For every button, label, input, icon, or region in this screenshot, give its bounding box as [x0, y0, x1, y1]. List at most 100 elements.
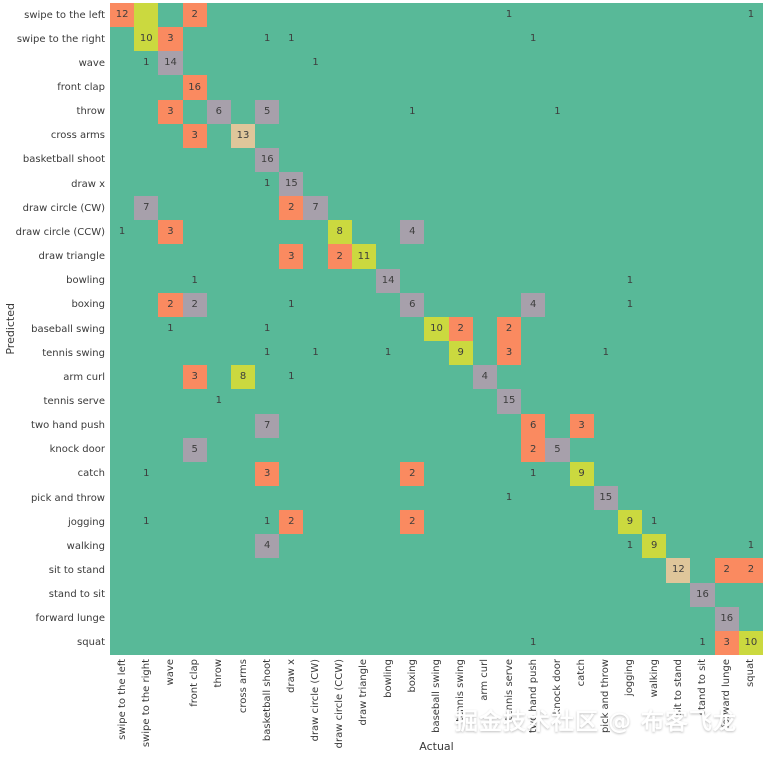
x-tick-label-text: draw circle (CW) [310, 659, 322, 742]
matrix-cell: 2 [738, 558, 763, 583]
matrix-cell: 15 [593, 485, 618, 511]
x-tick-label-text: draw x [285, 659, 297, 693]
y-tick-label: forward lunge [35, 613, 105, 625]
y-tick-label: basketball shoot [22, 154, 105, 166]
y-tick-label: boxing [71, 299, 105, 311]
matrix-cell: 10 [134, 27, 159, 52]
x-tick-label-text: front clap [189, 659, 201, 707]
matrix-cell: 1 [264, 347, 271, 359]
matrix-cell: 3 [496, 341, 522, 366]
matrix-cell: 1 [747, 9, 755, 21]
matrix-cell: 5 [255, 99, 280, 124]
matrix-cell: 1 [264, 516, 271, 528]
heatmap: 12 2 1 1 10 3 1 1 1 1 14 1 16 3 6 5 1 1 3 13 16 1 15 7 2 7 1 3 8 4 3 2 1… [110, 3, 763, 655]
matrix-cell: 6 [400, 292, 425, 317]
matrix-cell: 16 [714, 606, 739, 631]
matrix-cell: 1 [626, 298, 634, 310]
matrix-cell: 10 [738, 630, 763, 655]
matrix-cell: 2 [714, 558, 739, 583]
y-axis-title-text: Predicted [3, 303, 17, 355]
matrix-cell: 9 [448, 341, 473, 366]
y-tick-label: tennis swing [42, 347, 105, 359]
y-tick-label: arm curl [63, 371, 105, 383]
y-tick-label: draw circle (CCW) [15, 226, 105, 238]
matrix-cell: 7 [303, 196, 328, 221]
matrix-cell: 4 [255, 534, 280, 559]
x-tick-label-text: jogging [624, 659, 636, 697]
matrix-cell: 1 [288, 371, 295, 383]
matrix-cell: 8 [327, 220, 352, 245]
matrix-cell: 3 [158, 220, 183, 245]
matrix-cell: 1 [215, 395, 222, 407]
matrix-cell: 9 [642, 534, 667, 559]
matrix-cell: 1 [409, 105, 416, 117]
y-tick-label: jogging [67, 516, 105, 528]
matrix-cell: 1 [143, 57, 150, 69]
matrix-cell: 1 [626, 540, 634, 552]
y-tick-label: two hand push [31, 420, 105, 432]
matrix-cell: 1 [626, 274, 634, 286]
x-tick-label-text: squat [745, 659, 757, 687]
x-tick-label-text: basketball shoot [261, 659, 273, 742]
matrix-cell: 3 [714, 630, 739, 655]
matrix-cell: 15 [279, 172, 304, 197]
matrix-cell: 2 [400, 510, 425, 535]
matrix-cell: 2 [400, 461, 425, 486]
matrix-cell: 1 [650, 516, 658, 528]
y-tick-label: catch [77, 468, 105, 480]
matrix-cell: 1 [143, 516, 150, 528]
y-tick-label: front clap [57, 82, 105, 94]
x-tick-label-text: throw [213, 659, 225, 688]
matrix-cell: 2 [448, 316, 473, 342]
y-tick-label: pick and throw [30, 492, 105, 504]
matrix-cell: 2 [158, 292, 183, 317]
matrix-cell: 3 [182, 123, 207, 148]
matrix-cell: 7 [134, 196, 159, 221]
matrix-cell: 1 [312, 347, 319, 359]
matrix-cell: 14 [158, 51, 183, 76]
matrix-cell: 1 [530, 33, 537, 45]
matrix-cell: 16 [182, 75, 207, 100]
x-tick-label-text: baseball swing [431, 659, 442, 733]
matrix-cell: 12 [666, 558, 691, 583]
matrix-cell: 3 [255, 461, 280, 486]
matrix-cell: 13 [230, 123, 256, 148]
matrix-cell: 1 [505, 492, 513, 504]
watermark: 掘金技术社区 @ 布客飞龙 [455, 709, 738, 735]
matrix-cell: 1 [384, 347, 392, 359]
y-tick-label: squat [77, 637, 105, 649]
matrix-cell: 1 [505, 9, 513, 21]
matrix-cell: 12 [110, 3, 135, 28]
y-axis-title: Predicted [2, 3, 18, 655]
y-tick-label: wave [78, 57, 105, 69]
matrix-cell: 1 [288, 33, 295, 45]
matrix-cell: 2 [327, 244, 352, 269]
y-tick-label: throw [76, 106, 105, 118]
x-tick-label-text: wave [164, 659, 176, 686]
matrix-cell: 7 [255, 413, 280, 438]
matrix-cell: 3 [279, 244, 304, 269]
x-tick-label-text: bowling [382, 659, 394, 698]
matrix-cell: 11 [351, 244, 377, 269]
matrix-cell: 1 [167, 322, 174, 334]
x-tick-label-text: swipe to the left [116, 659, 128, 740]
x-tick-label-text: draw circle (CCW) [334, 659, 346, 749]
y-tick-label: baseball swing [31, 323, 105, 335]
matrix-cell: 2 [496, 316, 522, 342]
y-tick-label: walking [66, 540, 105, 552]
matrix-cell: 1 [747, 540, 755, 552]
matrix-cell: 4 [521, 292, 546, 317]
matrix-cell: 2 [279, 510, 304, 535]
matrix-cell: 16 [255, 147, 280, 173]
matrix-cell: 16 [690, 582, 715, 607]
y-tick-label: sit to stand [48, 564, 105, 576]
x-tick-label-text: swipe to the right [140, 659, 152, 748]
matrix-cell: 15 [496, 389, 522, 414]
y-tick-label: swipe to the right [16, 33, 105, 45]
matrix-cell: 1 [264, 322, 271, 334]
y-tick-label: draw circle (CW) [22, 202, 105, 214]
matrix-cell: 1 [118, 226, 126, 238]
matrix-cell: 2 [279, 196, 304, 221]
matrix-cell: 10 [424, 316, 449, 342]
